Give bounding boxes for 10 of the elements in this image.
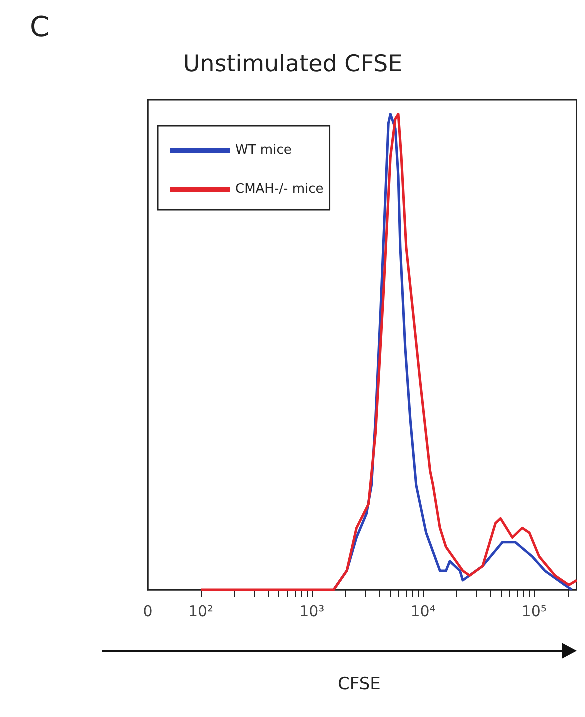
text: C: [30, 10, 50, 44]
legend-label: WT mice: [236, 143, 292, 158]
legend-label: CMAH-/- mice: [236, 182, 324, 197]
x-tick-label: 10³: [300, 602, 325, 620]
x-tick-label: 10²: [188, 602, 214, 620]
x-tick-label: 10⁵: [522, 602, 547, 620]
x-tick-label: 10⁴: [410, 602, 436, 620]
chart-title: Unstimulated CFSE: [183, 52, 403, 78]
x-axis-title: CFSE: [338, 674, 381, 694]
x-tick-label: 0: [143, 602, 153, 620]
